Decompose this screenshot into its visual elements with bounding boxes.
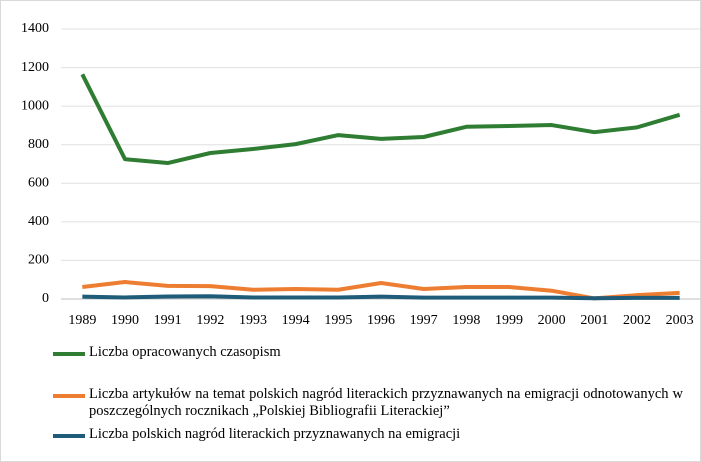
x-tick-label: 2003 [666,313,694,328]
x-tick-label: 2002 [623,313,651,328]
legend-label: Liczba artykułów na temat polskich nagró… [89,386,683,419]
x-tick-label: 1995 [324,313,352,328]
series-line [80,73,681,166]
y-tick-label: 800 [28,137,49,152]
y-tick-label: 600 [28,176,49,191]
y-tick-label: 400 [28,214,49,229]
x-tick-label: 1999 [495,313,523,328]
series-line [82,294,680,301]
legend-entry: Liczba artykułów na temat polskich nagró… [53,386,683,420]
legend-swatch [53,394,85,398]
x-tick-label: 1994 [282,313,310,328]
legend-label: Liczba polskich nagród literackich przyz… [89,426,461,442]
legend-entry: Liczba opracowanych czasopism [53,344,683,361]
x-tick-label: 1989 [68,313,96,328]
x-tick-label: 1992 [196,313,224,328]
legend-entry: Liczba polskich nagród literackich przyz… [53,426,683,443]
y-tick-label: 1200 [21,60,49,75]
x-tick-label: 1998 [452,313,480,328]
legend-swatch [53,352,85,356]
y-tick-label: 200 [28,253,49,268]
x-tick-label: 1991 [154,313,182,328]
x-tick-label: 2000 [538,313,566,328]
x-tick-label: 1997 [410,313,438,328]
legend-label: Liczba opracowanych czasopism [89,344,281,360]
legend-swatch [53,434,85,438]
y-tick-label: 1000 [21,98,49,113]
y-tick-label: 1400 [21,21,49,36]
y-tick-label: 0 [42,291,49,306]
series-line [82,280,680,301]
x-tick-label: 1990 [111,313,139,328]
x-tick-label: 2001 [580,313,608,328]
x-tick-label: 1993 [239,313,267,328]
x-tick-label: 1996 [367,313,395,328]
